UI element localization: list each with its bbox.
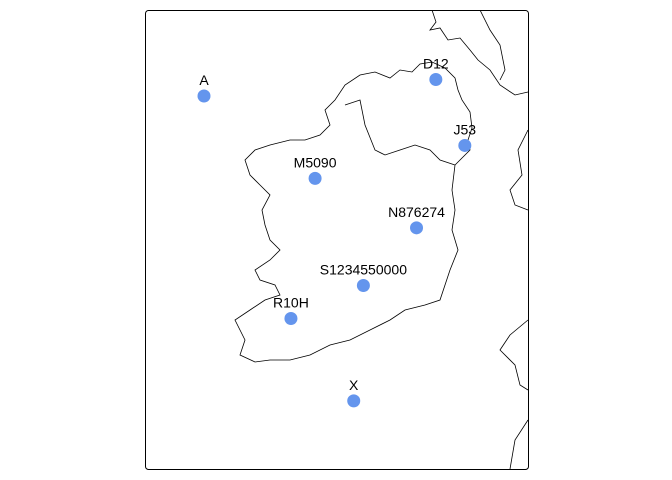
map-point-s1234550000 <box>356 279 370 293</box>
point-label: R10H <box>273 294 309 310</box>
map-point-n876274 <box>410 221 424 235</box>
scotland-islands <box>479 10 506 81</box>
point-label: D12 <box>423 56 449 72</box>
scotland-coastline <box>429 10 529 96</box>
map-point-r10h <box>284 311 298 325</box>
point-label: M5090 <box>294 154 337 170</box>
map-point-a <box>197 89 211 103</box>
britain-coastline <box>509 129 529 211</box>
map-point-m5090 <box>308 171 322 185</box>
point-label: X <box>349 377 359 393</box>
wales-coastline <box>499 319 529 470</box>
point-label: J53 <box>454 121 477 137</box>
map-point-x <box>347 394 361 408</box>
point-label: S1234550000 <box>320 262 407 278</box>
point-label: A <box>199 72 209 88</box>
map-point-j53 <box>458 138 472 152</box>
map-frame <box>145 10 529 470</box>
northern-ireland-border <box>344 99 456 166</box>
map-point-d12 <box>429 73 443 87</box>
point-label: N876274 <box>388 204 445 220</box>
ireland-coastline <box>234 61 473 363</box>
